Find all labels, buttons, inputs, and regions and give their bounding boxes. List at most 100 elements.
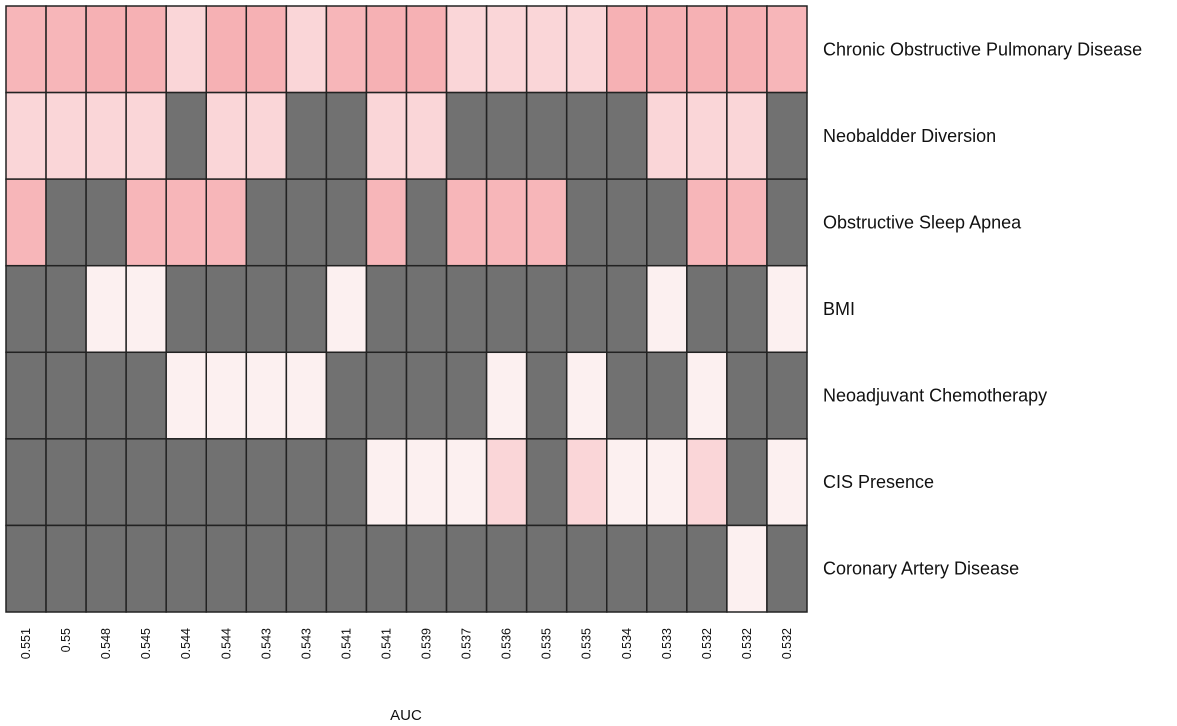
heatmap-cell <box>646 178 688 267</box>
heatmap-cell <box>485 264 528 354</box>
heatmap-cell <box>5 91 47 180</box>
heatmap-cell <box>285 178 328 267</box>
x-tick-label: 0.541 <box>379 628 393 659</box>
heatmap-cell <box>686 178 728 267</box>
heatmap-cell <box>125 5 167 94</box>
row-label: Chronic Obstructive Pulmonary Disease <box>823 39 1142 59</box>
heatmap-cell <box>606 178 648 267</box>
heatmap-cell <box>485 91 528 180</box>
heatmap-cell <box>245 351 288 440</box>
heatmap-cell <box>125 91 167 180</box>
x-tick-label: 0.532 <box>700 628 714 659</box>
heatmap-cell <box>205 178 248 267</box>
heatmap-cell <box>325 178 368 267</box>
heatmap-cell <box>365 524 408 613</box>
heatmap-cell <box>565 5 608 94</box>
x-tick-label: 0.541 <box>339 628 353 659</box>
heatmap-cell <box>646 524 688 613</box>
heatmap-cell <box>5 438 47 527</box>
heatmap-cell <box>525 264 568 354</box>
heatmap-cell <box>5 264 47 354</box>
heatmap-cell <box>606 264 648 354</box>
row-label: BMI <box>823 299 855 319</box>
heatmap-cell <box>525 524 568 613</box>
heatmap-cell <box>445 264 488 354</box>
heatmap-cell <box>85 91 127 180</box>
x-tick-label: 0.548 <box>99 628 113 659</box>
heatmap-cell <box>525 438 568 527</box>
x-tick-label: 0.539 <box>420 628 434 659</box>
heatmap-cell <box>726 5 768 94</box>
heatmap-cell <box>5 524 47 613</box>
heatmap-cell <box>45 524 87 613</box>
x-tick-label: 0.536 <box>500 628 514 659</box>
heatmap-cell <box>205 264 248 354</box>
heatmap-cell <box>525 178 568 267</box>
heatmap-cell <box>565 438 608 527</box>
heatmap-cell <box>165 524 207 613</box>
heatmap-cell <box>766 438 808 527</box>
row-label: Neoadjuvant Chemotherapy <box>823 386 1047 406</box>
heatmap-cell <box>686 264 728 354</box>
heatmap-cell <box>405 351 448 440</box>
x-tick-label: 0.544 <box>179 628 193 659</box>
heatmap-cell <box>165 264 207 354</box>
heatmap-cell <box>766 91 808 180</box>
x-tick-label: 0.537 <box>460 628 474 659</box>
heatmap-cell <box>325 524 368 613</box>
heatmap-cell <box>205 91 248 180</box>
heatmap-cell <box>165 5 207 94</box>
heatmap-cell <box>686 351 728 440</box>
x-tick-label: 0.533 <box>660 628 674 659</box>
heatmap-cell <box>205 438 248 527</box>
heatmap-cell <box>245 91 288 180</box>
heatmap-cell <box>525 351 568 440</box>
heatmap-cell <box>646 91 688 180</box>
heatmap-cell <box>726 264 768 354</box>
heatmap-cell <box>646 264 688 354</box>
heatmap-cell <box>606 351 648 440</box>
heatmap-cell <box>85 178 127 267</box>
heatmap-cell <box>525 91 568 180</box>
heatmap-cell <box>726 438 768 527</box>
heatmap-cell <box>245 178 288 267</box>
heatmap-cell <box>445 524 488 613</box>
heatmap-cell <box>565 91 608 180</box>
heatmap-cell <box>125 178 167 267</box>
heatmap-cell <box>766 178 808 267</box>
heatmap-cell <box>565 178 608 267</box>
heatmap-cell <box>5 351 47 440</box>
heatmap-cell <box>285 5 328 94</box>
heatmap-cell <box>646 438 688 527</box>
heatmap-cell <box>485 178 528 267</box>
row-label: Neobaldder Diversion <box>823 126 996 146</box>
heatmap-cell <box>686 91 728 180</box>
heatmap-cell <box>766 524 808 613</box>
heatmap-cell <box>726 178 768 267</box>
heatmap-cell <box>5 178 47 267</box>
heatmap-cell <box>245 524 288 613</box>
x-tick-label: 0.535 <box>540 628 554 659</box>
heatmap-cell <box>205 351 248 440</box>
heatmap-cells <box>5 5 808 613</box>
heatmap-cell <box>85 524 127 613</box>
heatmap-cell <box>245 438 288 527</box>
heatmap-cell <box>5 5 47 94</box>
heatmap-cell <box>646 351 688 440</box>
heatmap-cell <box>606 5 648 94</box>
x-axis-title: AUC <box>390 707 422 724</box>
heatmap-cell <box>766 351 808 440</box>
heatmap-cell <box>405 264 448 354</box>
heatmap-cell <box>686 5 728 94</box>
heatmap-cell <box>125 524 167 613</box>
heatmap-cell <box>165 351 207 440</box>
heatmap-cell <box>325 91 368 180</box>
heatmap-cell <box>565 351 608 440</box>
heatmap-cell <box>606 91 648 180</box>
heatmap-cell <box>485 351 528 440</box>
heatmap-cell <box>686 524 728 613</box>
heatmap-cell <box>686 438 728 527</box>
heatmap-cell <box>325 5 368 94</box>
heatmap-cell <box>45 351 87 440</box>
